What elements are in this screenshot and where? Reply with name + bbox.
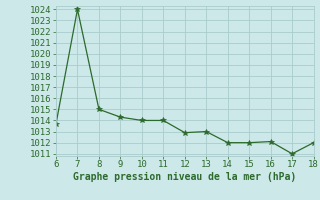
X-axis label: Graphe pression niveau de la mer (hPa): Graphe pression niveau de la mer (hPa): [73, 172, 296, 182]
